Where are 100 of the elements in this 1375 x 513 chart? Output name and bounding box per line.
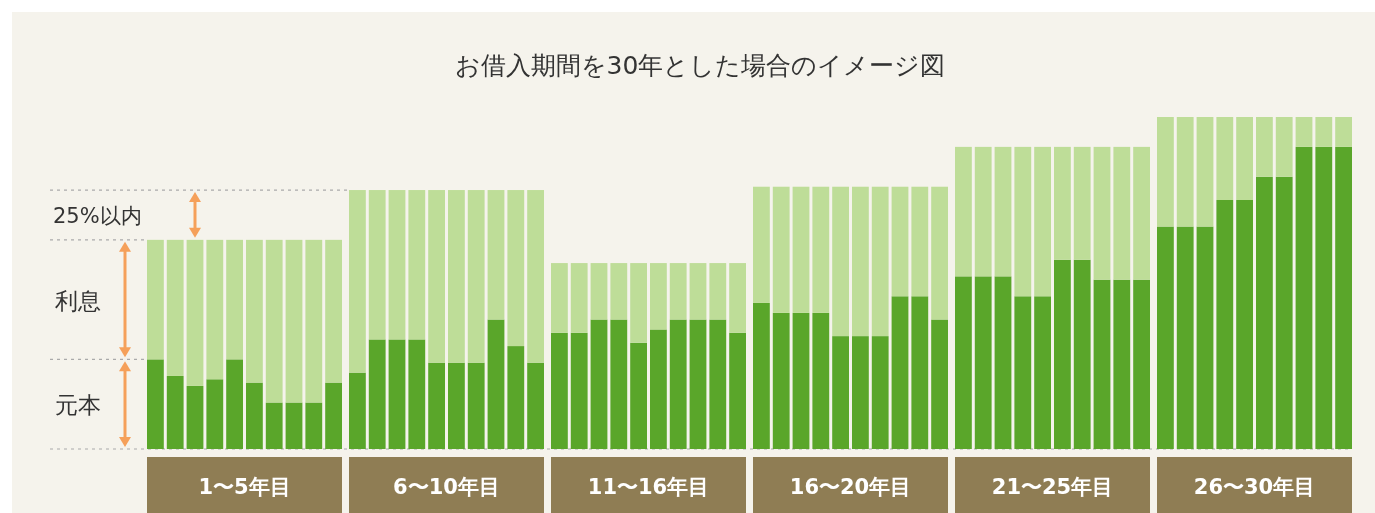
- bar: [507, 346, 525, 449]
- bar: [551, 332, 568, 449]
- bar: [931, 186, 948, 320]
- bar: [428, 190, 445, 363]
- bar: [689, 263, 707, 320]
- bar: [448, 190, 465, 363]
- bar: [772, 186, 790, 313]
- bar: [832, 336, 849, 449]
- bar: [507, 190, 525, 347]
- bar: [349, 190, 366, 373]
- bar: [852, 186, 869, 337]
- bar: [349, 372, 366, 449]
- bar: [994, 146, 1012, 277]
- bar: [1335, 117, 1352, 147]
- bar: [388, 339, 406, 449]
- bar: [610, 263, 628, 320]
- bar: [772, 312, 790, 449]
- bar: [812, 186, 830, 313]
- bar: [570, 263, 588, 333]
- bar: [1295, 146, 1313, 449]
- bar: [669, 319, 687, 449]
- bar: [974, 146, 992, 277]
- bar: [852, 336, 869, 449]
- bar: [871, 186, 889, 337]
- bar: [285, 239, 303, 403]
- bar: [206, 239, 224, 380]
- bar: [590, 263, 608, 320]
- bar: [368, 190, 386, 340]
- bar: [448, 362, 465, 449]
- bar: [408, 190, 426, 340]
- bar: [911, 296, 929, 449]
- bar: [832, 186, 849, 337]
- bar: [1256, 117, 1273, 177]
- bar: [1176, 226, 1194, 449]
- bar: [792, 312, 810, 449]
- bar: [166, 375, 184, 449]
- bar: [305, 239, 323, 403]
- bar: [753, 186, 770, 303]
- bar: [911, 186, 929, 297]
- bar: [1295, 117, 1313, 147]
- bar: [186, 385, 204, 449]
- bar: [388, 190, 406, 340]
- bar: [709, 263, 727, 320]
- text: 11〜16年目: [587, 475, 710, 499]
- bar: [1133, 146, 1150, 280]
- bar: [1236, 117, 1253, 200]
- bar: [428, 362, 445, 449]
- bar: [891, 186, 909, 297]
- bar: [994, 276, 1012, 449]
- bar: [1073, 259, 1091, 449]
- bar: [147, 239, 164, 360]
- bar: [166, 239, 184, 376]
- chart-title: お借入期間を30年とした場合のイメージ図: [454, 51, 946, 80]
- bar: [1093, 279, 1111, 449]
- bar: [1256, 176, 1273, 449]
- text: 6〜10年目: [393, 475, 500, 499]
- text: 21〜25年目: [991, 475, 1114, 499]
- bar: [812, 312, 830, 449]
- bar: [1093, 146, 1111, 280]
- bar: [285, 402, 303, 449]
- bar: [1196, 117, 1214, 227]
- bar: [891, 296, 909, 449]
- bar: [650, 329, 667, 449]
- bar: [729, 263, 746, 333]
- bar: [246, 239, 263, 383]
- bar: [1034, 296, 1051, 449]
- bar: [467, 190, 485, 363]
- bar: [974, 276, 992, 449]
- bar: [689, 319, 707, 449]
- bar: [590, 319, 608, 449]
- bar: [1113, 146, 1131, 280]
- bar: [408, 339, 426, 449]
- bar: [246, 382, 263, 449]
- bar: [1335, 146, 1352, 449]
- bar: [1216, 200, 1234, 449]
- bar: [753, 302, 770, 449]
- bar: [1113, 279, 1131, 449]
- bar: [467, 362, 485, 449]
- bar: [226, 359, 243, 449]
- bar: [265, 402, 283, 449]
- bar: [147, 359, 164, 449]
- bar: [792, 186, 810, 313]
- bar: [1216, 117, 1234, 200]
- bar: [487, 190, 505, 320]
- bar: [1196, 226, 1214, 449]
- bar: [570, 332, 588, 449]
- bar: [1315, 117, 1333, 147]
- bar: [610, 319, 628, 449]
- bar: [729, 332, 746, 449]
- bar: [1073, 146, 1091, 260]
- bar: [650, 263, 667, 330]
- text: 26〜30年目: [1193, 475, 1316, 499]
- bar: [630, 342, 647, 449]
- series-label: 利息: [55, 287, 101, 314]
- bar: [1014, 296, 1032, 449]
- bar: [1034, 146, 1051, 297]
- bar: [487, 319, 505, 449]
- bar: [1236, 200, 1253, 449]
- bar: [206, 379, 224, 449]
- bar: [871, 336, 889, 449]
